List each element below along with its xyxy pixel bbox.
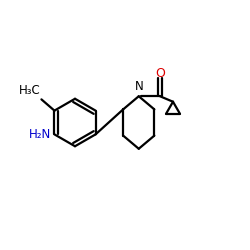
Text: H₃C: H₃C: [18, 84, 40, 97]
Text: H₂N: H₂N: [29, 128, 52, 141]
Text: N: N: [134, 80, 143, 93]
Text: O: O: [155, 67, 165, 80]
